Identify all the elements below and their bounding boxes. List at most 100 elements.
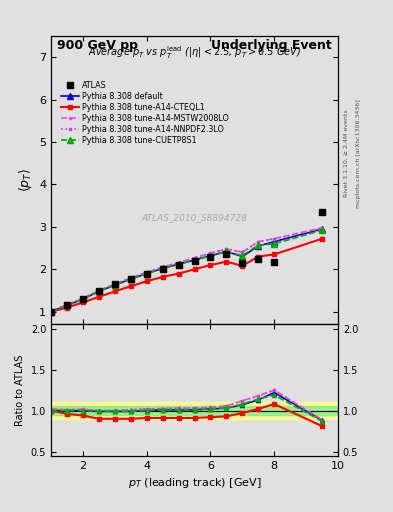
Pythia 8.308 tune-CUETP8S1 xyxy=(224,248,229,254)
Pythia 8.308 tune-A14-NNPDF2.3LO xyxy=(208,250,213,256)
Pythia 8.308 tune-A14-CTEQL1 xyxy=(49,309,53,315)
Pythia 8.308 default xyxy=(129,276,133,282)
Pythia 8.308 default xyxy=(81,296,85,302)
Legend: ATLAS, Pythia 8.308 default, Pythia 8.308 tune-A14-CTEQL1, Pythia 8.308 tune-A14: ATLAS, Pythia 8.308 default, Pythia 8.30… xyxy=(58,77,232,148)
Pythia 8.308 tune-A14-MSTW2008LO xyxy=(144,269,149,275)
ATLAS xyxy=(97,287,101,293)
Pythia 8.308 tune-CUETP8S1 xyxy=(208,252,213,259)
Pythia 8.308 tune-A14-CTEQL1 xyxy=(129,283,133,289)
ATLAS xyxy=(208,254,213,261)
Text: ATLAS_2010_S8894728: ATLAS_2010_S8894728 xyxy=(141,213,248,222)
Pythia 8.308 tune-A14-NNPDF2.3LO xyxy=(49,308,53,314)
Pythia 8.308 tune-A14-NNPDF2.3LO xyxy=(144,269,149,275)
Pythia 8.308 default xyxy=(192,257,197,263)
Pythia 8.308 tune-A14-MSTW2008LO xyxy=(240,249,245,255)
Line: Pythia 8.308 tune-A14-CTEQL1: Pythia 8.308 tune-A14-CTEQL1 xyxy=(49,237,324,314)
Pythia 8.308 tune-A14-NNPDF2.3LO xyxy=(176,260,181,266)
ATLAS xyxy=(129,275,133,282)
Pythia 8.308 tune-A14-NNPDF2.3LO xyxy=(272,236,277,242)
Pythia 8.308 default xyxy=(240,253,245,260)
Line: Pythia 8.308 tune-CUETP8S1: Pythia 8.308 tune-CUETP8S1 xyxy=(48,227,325,314)
Pythia 8.308 tune-CUETP8S1 xyxy=(176,261,181,267)
Bar xyxy=(51,402,338,419)
Pythia 8.308 tune-A14-NNPDF2.3LO xyxy=(65,302,70,308)
Pythia 8.308 tune-A14-MSTW2008LO xyxy=(320,225,324,231)
Pythia 8.308 default xyxy=(224,248,229,254)
Pythia 8.308 default xyxy=(65,302,70,308)
Pythia 8.308 tune-CUETP8S1 xyxy=(192,257,197,263)
Line: Pythia 8.308 tune-A14-NNPDF2.3LO: Pythia 8.308 tune-A14-NNPDF2.3LO xyxy=(50,228,323,312)
Pythia 8.308 tune-A14-MSTW2008LO xyxy=(65,302,70,308)
Pythia 8.308 default xyxy=(272,239,277,245)
Pythia 8.308 tune-A14-NNPDF2.3LO xyxy=(192,255,197,261)
Pythia 8.308 default xyxy=(208,252,213,259)
Pythia 8.308 tune-CUETP8S1 xyxy=(256,242,261,248)
Pythia 8.308 default xyxy=(97,288,101,294)
Text: mcplots.cern.ch [arXiv:1306.3436]: mcplots.cern.ch [arXiv:1306.3436] xyxy=(356,99,361,208)
Pythia 8.308 tune-A14-MSTW2008LO xyxy=(49,308,53,314)
Pythia 8.308 tune-A14-NNPDF2.3LO xyxy=(81,295,85,301)
ATLAS xyxy=(49,309,53,315)
Pythia 8.308 tune-A14-CTEQL1 xyxy=(160,274,165,280)
Pythia 8.308 tune-CUETP8S1 xyxy=(112,282,117,288)
ATLAS xyxy=(112,281,117,287)
ATLAS xyxy=(224,251,229,258)
Pythia 8.308 default xyxy=(112,282,117,288)
Pythia 8.308 tune-A14-MSTW2008LO xyxy=(112,281,117,287)
Pythia 8.308 tune-CUETP8S1 xyxy=(144,270,149,276)
ATLAS xyxy=(320,209,324,215)
Pythia 8.308 tune-A14-CTEQL1 xyxy=(240,263,245,269)
Pythia 8.308 tune-A14-CTEQL1 xyxy=(256,253,261,260)
Pythia 8.308 tune-CUETP8S1 xyxy=(65,302,70,308)
ATLAS xyxy=(272,259,277,265)
Pythia 8.308 tune-A14-CTEQL1 xyxy=(176,270,181,276)
Pythia 8.308 tune-A14-CTEQL1 xyxy=(112,288,117,294)
Pythia 8.308 tune-A14-NNPDF2.3LO xyxy=(97,287,101,293)
Pythia 8.308 tune-A14-NNPDF2.3LO xyxy=(129,275,133,281)
Pythia 8.308 tune-A14-CTEQL1 xyxy=(272,251,277,258)
Line: Pythia 8.308 tune-A14-MSTW2008LO: Pythia 8.308 tune-A14-MSTW2008LO xyxy=(50,226,323,312)
Pythia 8.308 tune-A14-MSTW2008LO xyxy=(160,264,165,270)
Pythia 8.308 tune-A14-MSTW2008LO xyxy=(81,295,85,301)
Pythia 8.308 tune-A14-CTEQL1 xyxy=(97,294,101,300)
Text: Rivet 3.1.10, ≥ 2.4M events: Rivet 3.1.10, ≥ 2.4M events xyxy=(344,110,349,198)
Pythia 8.308 tune-A14-CTEQL1 xyxy=(192,266,197,272)
Pythia 8.308 default xyxy=(160,265,165,271)
Line: Pythia 8.308 default: Pythia 8.308 default xyxy=(48,226,325,314)
Pythia 8.308 tune-CUETP8S1 xyxy=(97,288,101,294)
Text: Average $p_T$ vs $p_T^{\mathrm{lead}}$ ($|\eta| < 2.5$, $p_T > 0.5$ GeV): Average $p_T$ vs $p_T^{\mathrm{lead}}$ (… xyxy=(88,45,301,61)
Pythia 8.308 default xyxy=(320,226,324,232)
Pythia 8.308 tune-A14-NNPDF2.3LO xyxy=(160,264,165,270)
Pythia 8.308 tune-A14-MSTW2008LO xyxy=(192,255,197,261)
Pythia 8.308 tune-A14-NNPDF2.3LO xyxy=(224,246,229,252)
Text: Underlying Event: Underlying Event xyxy=(211,39,332,52)
Text: 900 GeV pp: 900 GeV pp xyxy=(57,39,138,52)
X-axis label: $p_T$ (leading track) [GeV]: $p_T$ (leading track) [GeV] xyxy=(128,476,261,490)
Pythia 8.308 tune-A14-CTEQL1 xyxy=(65,305,70,311)
Pythia 8.308 tune-A14-CTEQL1 xyxy=(144,278,149,284)
Pythia 8.308 default xyxy=(256,243,261,249)
Pythia 8.308 tune-A14-MSTW2008LO xyxy=(272,236,277,242)
ATLAS xyxy=(256,255,261,262)
Pythia 8.308 tune-CUETP8S1 xyxy=(160,265,165,271)
Pythia 8.308 tune-A14-CTEQL1 xyxy=(320,236,324,242)
ATLAS xyxy=(81,296,85,302)
Pythia 8.308 tune-CUETP8S1 xyxy=(81,296,85,302)
Pythia 8.308 tune-A14-CTEQL1 xyxy=(208,262,213,268)
ATLAS xyxy=(176,262,181,268)
Bar xyxy=(51,407,338,415)
ATLAS xyxy=(65,302,70,308)
Pythia 8.308 tune-CUETP8S1 xyxy=(240,252,245,259)
Y-axis label: $\langle p_T \rangle$: $\langle p_T \rangle$ xyxy=(17,168,33,193)
Pythia 8.308 tune-A14-NNPDF2.3LO xyxy=(256,239,261,245)
Pythia 8.308 tune-A14-NNPDF2.3LO xyxy=(240,249,245,255)
Pythia 8.308 tune-CUETP8S1 xyxy=(129,276,133,282)
Pythia 8.308 tune-A14-MSTW2008LO xyxy=(129,275,133,281)
Pythia 8.308 tune-A14-NNPDF2.3LO xyxy=(112,281,117,287)
Y-axis label: Ratio to ATLAS: Ratio to ATLAS xyxy=(15,354,25,426)
Pythia 8.308 tune-A14-MSTW2008LO xyxy=(176,260,181,266)
ATLAS xyxy=(192,258,197,264)
ATLAS xyxy=(160,266,165,272)
ATLAS xyxy=(240,260,245,266)
Pythia 8.308 tune-A14-CTEQL1 xyxy=(224,259,229,265)
